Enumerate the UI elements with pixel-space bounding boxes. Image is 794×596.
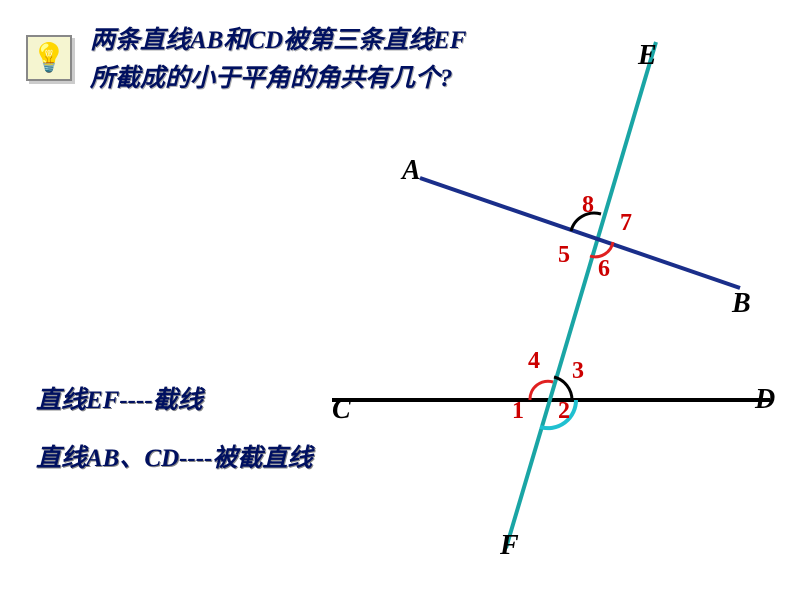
line-AB bbox=[420, 178, 740, 288]
angle-4: 4 bbox=[528, 348, 540, 375]
angle-7: 7 bbox=[620, 210, 632, 237]
geometry-diagram bbox=[0, 0, 794, 596]
label-F: F bbox=[500, 530, 519, 562]
angle-8: 8 bbox=[582, 192, 594, 219]
label-B: B bbox=[732, 288, 751, 320]
angle-3: 3 bbox=[572, 358, 584, 385]
angle-2: 2 bbox=[558, 398, 570, 425]
angle-5: 5 bbox=[558, 242, 570, 269]
label-A: A bbox=[402, 155, 421, 187]
label-C: C bbox=[332, 394, 351, 426]
label-E: E bbox=[638, 40, 657, 72]
label-D: D bbox=[755, 384, 775, 416]
angle-6: 6 bbox=[598, 256, 610, 283]
line-EF bbox=[506, 42, 656, 548]
angle-1: 1 bbox=[512, 398, 524, 425]
